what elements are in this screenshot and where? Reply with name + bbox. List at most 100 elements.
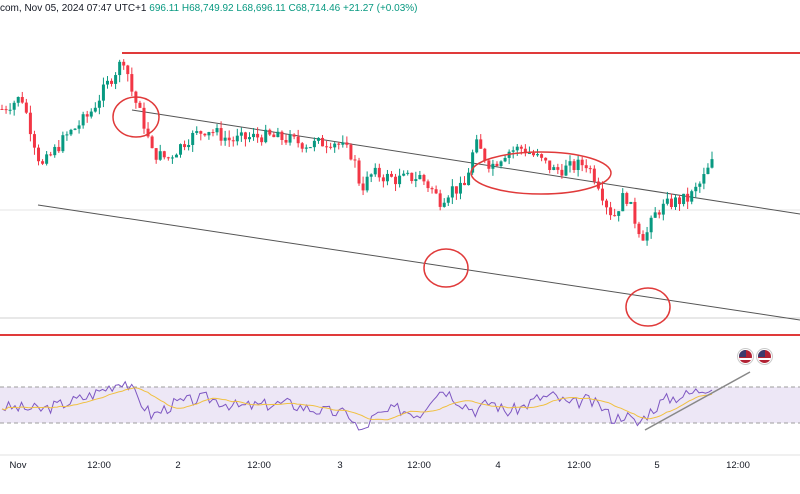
candle-body [260, 137, 264, 143]
candle-body [353, 159, 357, 161]
candle-body [73, 128, 77, 130]
candle-body [4, 109, 8, 111]
candle-body [458, 182, 462, 194]
candle-body [694, 186, 698, 192]
candle-body [138, 102, 142, 108]
candle-body [316, 137, 320, 141]
candle-body [394, 176, 398, 185]
candle-body [349, 144, 353, 160]
candle-body [288, 134, 292, 143]
candle-body [605, 200, 609, 208]
us-flag-icon[interactable] [738, 349, 753, 364]
candle-body [280, 131, 284, 140]
candle-body [515, 146, 519, 151]
candle-body [467, 172, 471, 186]
candle-body [300, 143, 304, 149]
candle-body [584, 165, 588, 169]
candle-body [325, 146, 329, 148]
candle-body [442, 202, 446, 207]
channel-lower-line [37, 204, 800, 321]
candle-body [686, 193, 690, 202]
candle-body [239, 132, 243, 136]
candle-body [446, 197, 450, 203]
candle-body [503, 157, 507, 162]
candle-body [170, 157, 174, 159]
candle-body [333, 143, 337, 148]
candle-body [207, 132, 211, 136]
header-source: com, Nov 05, 2024 07:47 UTC+1 [0, 3, 147, 14]
candle-body [272, 134, 276, 138]
candle-body [568, 161, 572, 166]
candle-body [475, 139, 479, 153]
candle-body [20, 97, 24, 103]
candle-body [179, 144, 183, 155]
candle-body [706, 167, 710, 175]
candle-body [146, 128, 150, 137]
candle-body [223, 137, 227, 141]
candle-body [81, 114, 85, 126]
candle-body [527, 153, 531, 155]
x-tick-label: 2 [175, 460, 180, 471]
candle-body [531, 153, 535, 156]
candle-body [256, 133, 260, 138]
candle-body [49, 154, 53, 156]
candle-body [544, 157, 548, 161]
candle-body [580, 159, 584, 166]
candle-body [450, 186, 454, 198]
price-pane [0, 52, 800, 336]
candle-body [633, 201, 637, 224]
candle-body [130, 74, 134, 92]
candle-body [661, 203, 665, 215]
candle-body [41, 161, 45, 164]
candle-body [142, 107, 146, 129]
candle-body [381, 177, 385, 182]
x-tick-label: 12:00 [407, 460, 431, 471]
candle-body [264, 129, 268, 143]
candle-body [292, 134, 296, 137]
candle-body [243, 132, 247, 140]
candle-body [118, 61, 122, 76]
header-open: 696.11 [149, 3, 180, 14]
candle-body [406, 172, 410, 174]
candle-body [85, 114, 89, 117]
candle-body [523, 148, 527, 154]
candle-body [28, 112, 32, 135]
candle-body [536, 154, 540, 156]
candle-body [154, 148, 158, 160]
candle-body [191, 132, 195, 145]
candle-body [389, 173, 393, 177]
candle-body [657, 212, 661, 215]
candle-body [426, 181, 430, 189]
candle-body [150, 136, 154, 149]
candle-body [89, 111, 93, 117]
candle-body [199, 131, 203, 134]
candle-body [572, 161, 576, 171]
candle-body [556, 167, 560, 170]
candle-body [8, 109, 12, 111]
candle-body [97, 100, 101, 108]
highlight-circle [112, 96, 160, 138]
candle-body [24, 102, 28, 113]
candle-body [329, 146, 333, 148]
candle-body [284, 139, 288, 143]
candle-body [105, 80, 109, 85]
candle-body [398, 175, 402, 185]
candle-body [613, 215, 617, 217]
candle-body [511, 150, 515, 152]
candle-body [158, 151, 162, 160]
candle-body [669, 198, 673, 208]
x-tick-label: 12:00 [567, 460, 591, 471]
x-tick-label: 12:00 [726, 460, 750, 471]
rsi-moving-average [1, 387, 713, 421]
us-flag-icon[interactable] [757, 349, 772, 364]
candle-body [126, 65, 130, 75]
candle-body [698, 183, 702, 187]
rsi-pane [0, 371, 800, 431]
candle-body [77, 125, 81, 129]
candle-body [463, 182, 467, 186]
candle-body [418, 174, 422, 180]
candle-body [519, 146, 523, 149]
candle-body [373, 167, 377, 175]
candle-body [187, 144, 191, 148]
candle-body [600, 188, 604, 201]
